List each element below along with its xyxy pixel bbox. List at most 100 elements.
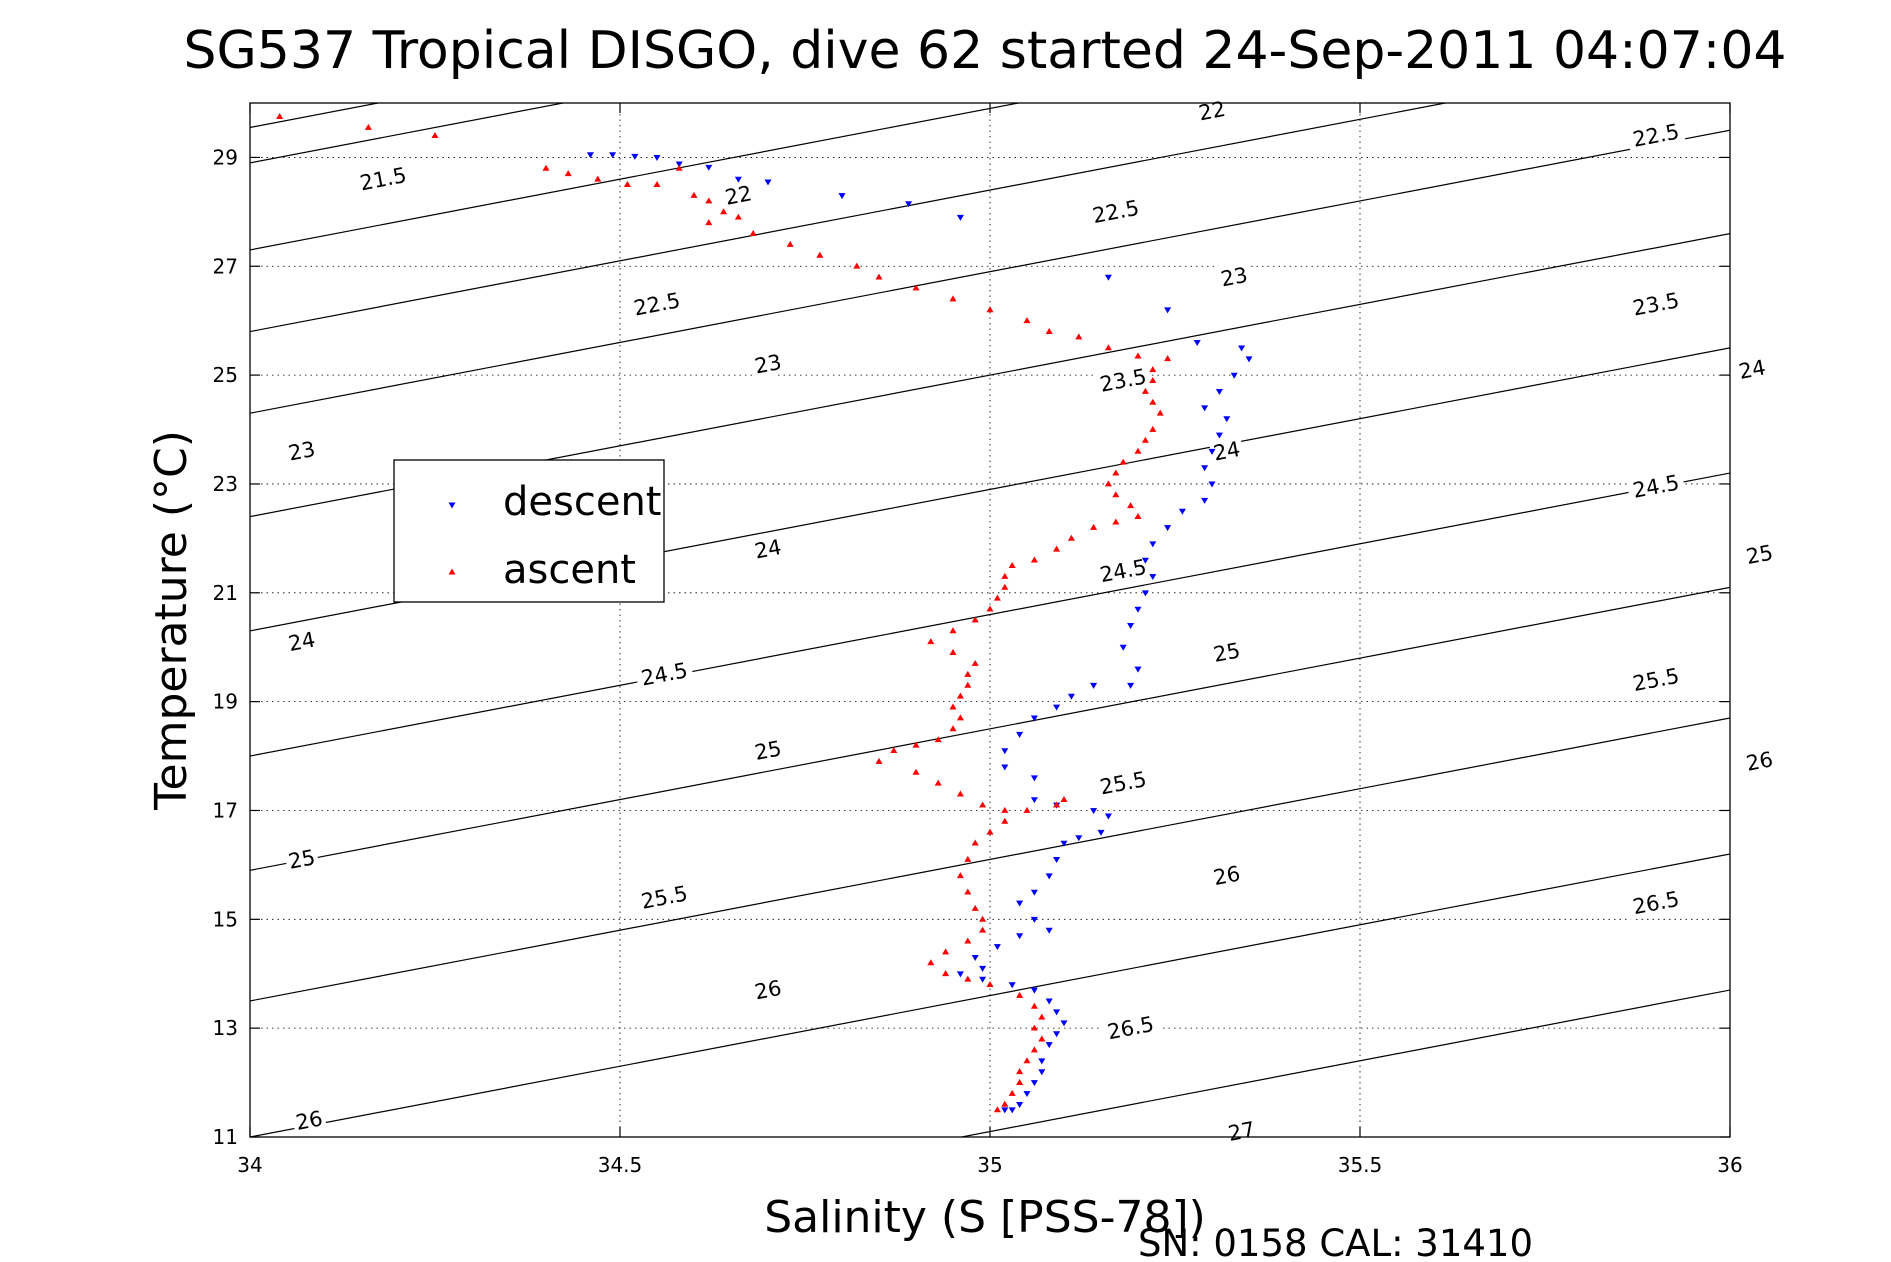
descent-point (1030, 916, 1038, 923)
contour-label-bg (1215, 260, 1253, 292)
descent-point (1030, 775, 1038, 782)
descent-point (1134, 666, 1142, 673)
ascent-point (594, 175, 602, 182)
ascent-point (890, 747, 898, 754)
ascent-point (705, 219, 713, 226)
contour-label-text: 26 (294, 1106, 325, 1135)
isopycnal-23 (250, 103, 1449, 333)
descent-point (1119, 644, 1127, 651)
descent-point (1016, 933, 1024, 940)
ascent-point (971, 659, 979, 666)
contour-label-bg (1223, 1114, 1260, 1147)
contour-label: 24 (1733, 352, 1771, 385)
descent-point (609, 152, 617, 159)
ascent-point (949, 627, 957, 634)
descent-point (1016, 900, 1024, 907)
descent-point (1030, 1080, 1038, 1087)
ascent-point (1008, 1089, 1016, 1096)
contour-label-bg (283, 434, 320, 467)
ascent-point (986, 605, 994, 612)
contour-label: 25.5 (1625, 660, 1686, 697)
x-tick-label: 34.5 (598, 1153, 643, 1177)
descent-point (1038, 1069, 1046, 1076)
descent-point (1245, 356, 1253, 363)
ascent-point (956, 714, 964, 721)
x-axis-ticks: 34 34.5 35 35.5 36 (237, 103, 1743, 1177)
ascent-point (1141, 387, 1149, 394)
descent-point (971, 955, 979, 962)
ascent-point (1053, 545, 1061, 552)
descent-point (1201, 465, 1209, 472)
contour-label-text: 22 (723, 181, 754, 210)
ascent-point (934, 779, 942, 786)
ascent-point (276, 113, 284, 120)
descent-point (1053, 1031, 1061, 1038)
x-tick-label: 35 (977, 1153, 1002, 1177)
descent-point (675, 161, 683, 168)
descent-point (1201, 405, 1209, 412)
ascent-point (1060, 795, 1068, 802)
contour-label-bg (1193, 94, 1230, 126)
contour-label-bg (634, 655, 695, 692)
ascent-point (1016, 1068, 1024, 1075)
ascent-point (971, 904, 979, 911)
ascent-point (364, 123, 372, 130)
ascent-point (1134, 513, 1142, 520)
ascent-point (993, 1106, 1001, 1113)
ascent-point (986, 981, 994, 988)
contour-label-bg (634, 878, 695, 915)
ascent-point (964, 888, 972, 895)
ascent-point (964, 670, 972, 677)
contour-label-bg (1208, 434, 1245, 467)
ascent-point (1053, 801, 1061, 808)
ascent-point (1023, 806, 1031, 813)
contour-label: 23.5 (1625, 285, 1686, 322)
ascent-point (1016, 1078, 1024, 1085)
descent-point (1053, 1009, 1061, 1016)
contour-label-bg (1625, 660, 1686, 697)
ascent-point (1030, 1024, 1038, 1031)
descent-point (1141, 557, 1149, 564)
contour-label: 23.5 (1093, 361, 1153, 398)
contour-label-bg (1208, 859, 1245, 891)
ascent-point (1104, 344, 1112, 351)
descent-point (1104, 813, 1112, 820)
serial-calibration: SN: 0158 CAL: 31410 (1138, 1222, 1533, 1262)
contour-label: 22 (1193, 94, 1230, 126)
contour-label: 26.5 (1100, 1009, 1161, 1046)
ascent-point (1104, 480, 1112, 487)
ascent-point (956, 692, 964, 699)
contour-label-text: 25 (286, 845, 317, 874)
ascent-point (1149, 376, 1157, 383)
ascent-point (1001, 572, 1009, 579)
descent-point (1016, 1101, 1024, 1108)
descent-point (1053, 704, 1061, 711)
contour-label: 26 (1208, 859, 1245, 891)
descent-point (586, 152, 594, 159)
contour-label: 26 (290, 1103, 328, 1136)
descent-point (764, 179, 772, 186)
ascent-point (956, 790, 964, 797)
contour-label-bg (1733, 352, 1771, 385)
descent-point (956, 971, 964, 978)
contour-label-bg (1625, 285, 1686, 322)
ascent-point (986, 306, 994, 313)
descent-point (1215, 432, 1223, 439)
ascent-point (786, 240, 794, 247)
ascent-point (971, 616, 979, 623)
descent-point (1067, 693, 1075, 700)
contour-label-text: 26 (1211, 861, 1242, 890)
descent-point (1001, 1107, 1009, 1114)
ascent-point (971, 839, 979, 846)
ascent-point (1030, 1002, 1038, 1009)
descent-point (1030, 715, 1038, 722)
descent-point (1193, 340, 1201, 347)
contour-label: 23 (749, 347, 786, 380)
contour-label: 23 (1215, 260, 1253, 292)
ascent-point (949, 649, 957, 656)
contour-label-bg (749, 347, 786, 380)
ascent-point (853, 262, 861, 269)
descent-point (979, 965, 987, 972)
y-tick-label: 27 (213, 254, 238, 278)
contour-label-text: 26 (1744, 747, 1775, 776)
